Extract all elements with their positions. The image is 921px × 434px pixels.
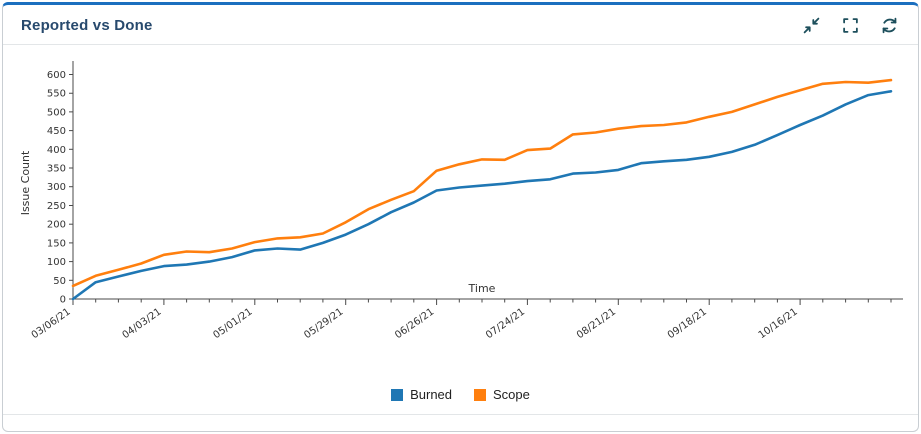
svg-text:03/06/21: 03/06/21 — [30, 306, 73, 341]
scope-legend-label: Scope — [493, 387, 530, 402]
svg-text:10/16/21: 10/16/21 — [757, 306, 800, 341]
svg-text:50: 50 — [53, 276, 66, 287]
collapse-arrows-icon — [803, 17, 820, 34]
collapse-button[interactable] — [801, 15, 822, 36]
svg-text:07/24/21: 07/24/21 — [484, 306, 527, 341]
svg-text:150: 150 — [47, 238, 66, 249]
footer-divider — [3, 414, 918, 415]
svg-text:250: 250 — [47, 201, 66, 212]
svg-text:500: 500 — [47, 107, 66, 118]
svg-text:600: 600 — [47, 70, 66, 81]
refresh-button[interactable] — [879, 15, 900, 36]
svg-text:05/29/21: 05/29/21 — [302, 306, 345, 341]
svg-text:08/21/21: 08/21/21 — [575, 306, 618, 341]
svg-text:09/18/21: 09/18/21 — [666, 306, 709, 341]
burned-legend-label: Burned — [410, 387, 453, 402]
chart-svg: 0 50 100 150 200 250 300 350 400 450 500 550 600 03/0… — [19, 61, 903, 341]
panel-toolbar — [801, 15, 900, 36]
svg-text:05/01/21: 05/01/21 — [211, 306, 254, 341]
svg-text:200: 200 — [47, 220, 66, 231]
svg-text:450: 450 — [47, 126, 66, 137]
header-divider — [3, 44, 918, 45]
scope-series-swatch — [474, 388, 487, 401]
legend-item-burned[interactable]: Burned — [391, 387, 452, 402]
svg-text:350: 350 — [47, 164, 66, 175]
svg-text:04/03/21: 04/03/21 — [121, 306, 164, 341]
chart-area: 0 50 100 150 200 250 300 350 400 450 500 550 600 03/0… — [3, 45, 918, 385]
chart-legend: Burned Scope — [3, 385, 918, 414]
panel-header: Reported vs Done — [3, 5, 918, 44]
burned-series-swatch — [391, 388, 404, 401]
panel-title: Reported vs Done — [21, 17, 153, 34]
svg-text:Time: Time — [468, 282, 496, 295]
svg-text:Issue Count: Issue Count — [19, 150, 32, 215]
refresh-icon — [882, 17, 897, 34]
legend-item-scope[interactable]: Scope — [474, 387, 530, 402]
svg-text:400: 400 — [47, 145, 66, 156]
svg-text:0: 0 — [60, 295, 66, 306]
panel-footer — [3, 415, 918, 431]
fullscreen-button[interactable] — [840, 15, 861, 36]
svg-text:300: 300 — [47, 182, 66, 193]
svg-text:550: 550 — [47, 89, 66, 100]
svg-text:06/26/21: 06/26/21 — [393, 306, 436, 341]
fullscreen-brackets-icon — [843, 18, 858, 33]
svg-text:100: 100 — [47, 257, 66, 268]
